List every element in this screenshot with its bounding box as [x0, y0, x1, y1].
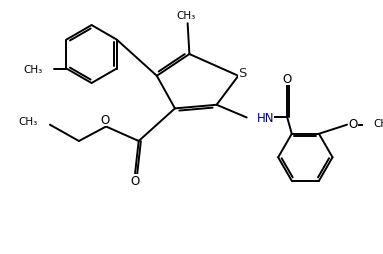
Text: O: O	[283, 73, 292, 86]
Text: O: O	[131, 174, 140, 187]
Text: CH₃: CH₃	[373, 119, 383, 129]
Text: HN: HN	[257, 112, 274, 124]
Text: S: S	[239, 67, 247, 80]
Text: O: O	[349, 117, 358, 130]
Text: CH₃: CH₃	[18, 117, 37, 126]
Text: CH₃: CH₃	[24, 64, 43, 74]
Text: CH₃: CH₃	[176, 11, 195, 21]
Text: O: O	[101, 114, 110, 127]
